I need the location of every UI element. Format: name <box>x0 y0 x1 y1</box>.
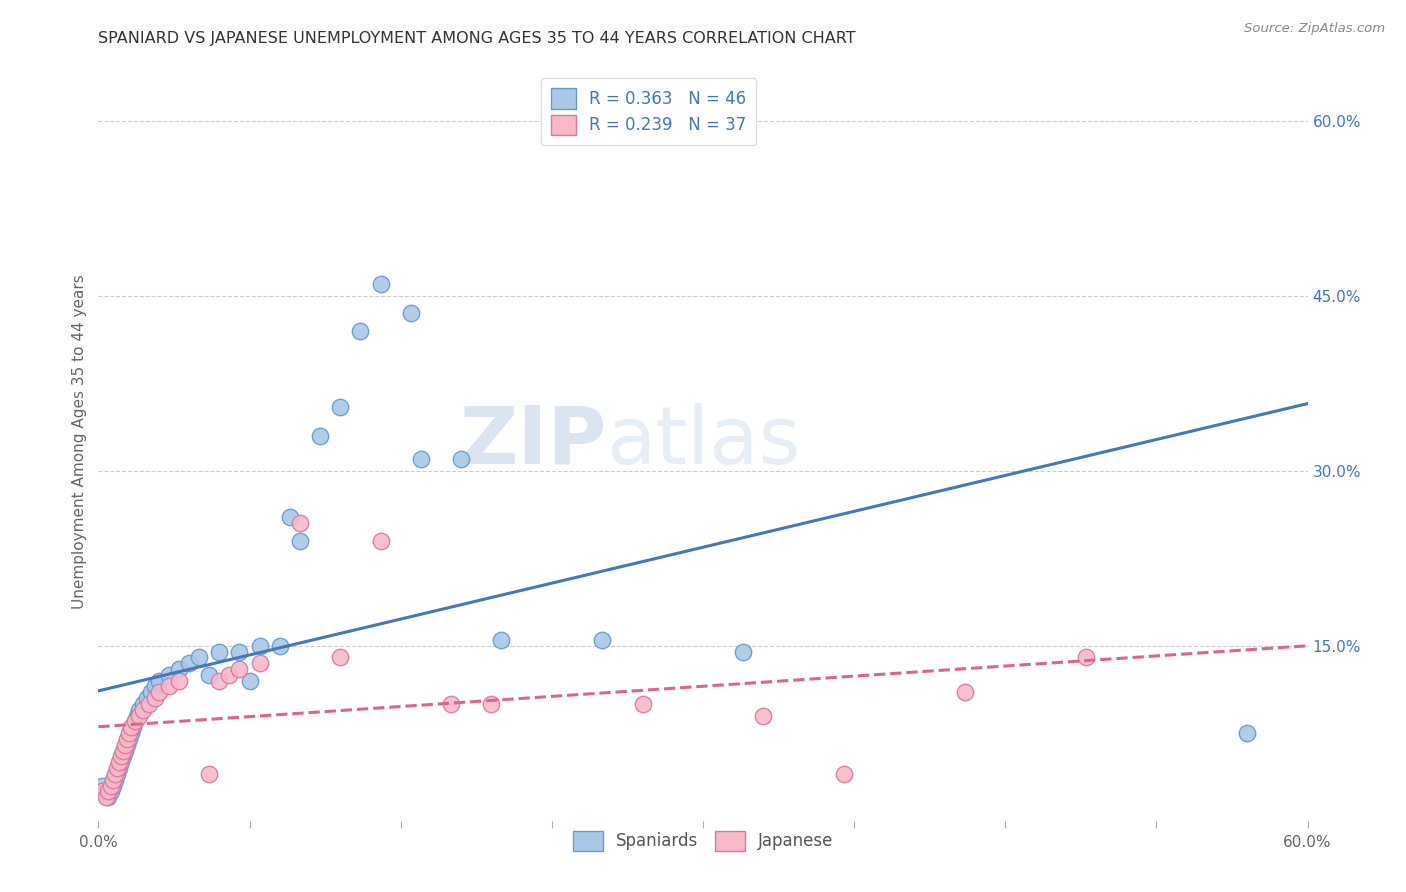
Point <box>132 703 155 717</box>
Point <box>100 784 122 798</box>
Point <box>179 656 201 670</box>
Point <box>114 744 136 758</box>
Point <box>101 772 124 787</box>
Point <box>101 779 124 793</box>
Y-axis label: Unemployment Among Ages 35 to 44 years: Unemployment Among Ages 35 to 44 years <box>72 274 87 609</box>
Text: SPANIARD VS JAPANESE UNEMPLOYMENT AMONG AGES 35 TO 44 YEARS CORRELATION CHART: SPANIARD VS JAPANESE UNEMPLOYMENT AMONG … <box>98 31 856 46</box>
Point <box>157 668 180 682</box>
Point <box>103 767 125 781</box>
Point <box>97 790 120 805</box>
Point <box>125 708 148 723</box>
Point <box>121 720 143 734</box>
Point <box>111 744 134 758</box>
Point <box>329 400 352 414</box>
Point <box>733 644 755 658</box>
Point <box>309 428 332 442</box>
Point <box>349 324 371 338</box>
Point <box>752 708 775 723</box>
Point <box>208 644 231 658</box>
Point <box>138 697 160 711</box>
Point <box>120 720 142 734</box>
Text: Source: ZipAtlas.com: Source: ZipAtlas.com <box>1244 22 1385 36</box>
Point <box>370 533 392 548</box>
Point <box>143 691 166 706</box>
Point <box>135 691 157 706</box>
Point <box>91 784 114 798</box>
Point <box>288 516 311 531</box>
Point <box>218 668 240 682</box>
Point <box>370 277 392 291</box>
Point <box>288 533 311 548</box>
Point <box>118 731 141 746</box>
Point <box>148 685 170 699</box>
Point <box>198 668 221 682</box>
Point <box>188 650 211 665</box>
Point <box>1236 726 1258 740</box>
Point <box>124 714 146 729</box>
Point <box>228 662 250 676</box>
Point <box>128 708 150 723</box>
Point <box>139 685 162 699</box>
Point <box>132 697 155 711</box>
Text: ZIP: ZIP <box>458 402 606 481</box>
Point <box>329 650 352 665</box>
Point <box>115 738 138 752</box>
Point <box>115 731 138 746</box>
Point <box>239 673 262 688</box>
Point <box>110 749 132 764</box>
Point <box>228 644 250 658</box>
Point <box>208 673 231 688</box>
Point <box>167 662 190 676</box>
Point <box>953 685 976 699</box>
Point <box>157 680 180 694</box>
Point <box>91 779 114 793</box>
Point <box>110 756 132 770</box>
Point <box>105 761 128 775</box>
Point <box>269 639 291 653</box>
Point <box>124 714 146 729</box>
Point <box>118 726 141 740</box>
Point <box>97 784 120 798</box>
Point <box>591 632 613 647</box>
Point <box>167 673 190 688</box>
Point <box>143 680 166 694</box>
Point <box>96 784 118 798</box>
Point <box>107 756 129 770</box>
Point <box>440 697 463 711</box>
Point <box>111 749 134 764</box>
Point <box>1074 650 1097 665</box>
Point <box>409 452 432 467</box>
Point <box>100 779 122 793</box>
Point <box>832 767 855 781</box>
Point <box>491 632 513 647</box>
Point <box>128 703 150 717</box>
Text: atlas: atlas <box>606 402 800 481</box>
Point <box>278 510 301 524</box>
Point <box>399 306 422 320</box>
Point <box>481 697 503 711</box>
Point <box>249 656 271 670</box>
Point <box>107 761 129 775</box>
Point <box>120 726 142 740</box>
Point <box>450 452 472 467</box>
Point <box>105 767 128 781</box>
Point <box>103 772 125 787</box>
Legend: Spaniards, Japanese: Spaniards, Japanese <box>565 824 841 858</box>
Point <box>96 790 118 805</box>
Point <box>148 673 170 688</box>
Point <box>249 639 271 653</box>
Point <box>631 697 654 711</box>
Point <box>114 738 136 752</box>
Point <box>198 767 221 781</box>
